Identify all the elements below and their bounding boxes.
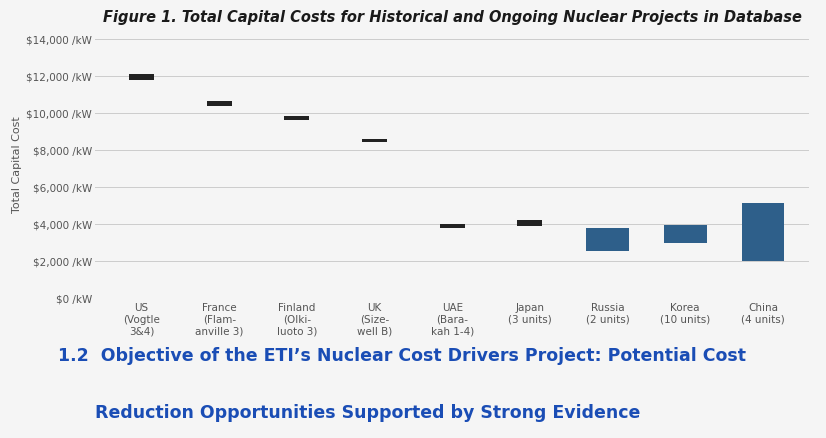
Title: Figure 1. Total Capital Costs for Historical and Ongoing Nuclear Projects in Dat: Figure 1. Total Capital Costs for Histor… xyxy=(102,11,802,25)
Y-axis label: Total Capital Cost: Total Capital Cost xyxy=(12,116,22,212)
Text: Reduction Opportunities Supported by Strong Evidence: Reduction Opportunities Supported by Str… xyxy=(95,403,640,421)
Bar xyxy=(439,225,465,229)
Text: 1.2  Objective of the ETI’s Nuclear Cost Drivers Project: Potential Cost: 1.2 Objective of the ETI’s Nuclear Cost … xyxy=(58,346,746,364)
Bar xyxy=(206,102,231,107)
Bar xyxy=(284,117,310,121)
Bar xyxy=(129,75,154,81)
Bar xyxy=(517,220,543,227)
Bar xyxy=(664,225,706,244)
Bar xyxy=(742,204,784,261)
Bar xyxy=(362,139,387,143)
Bar xyxy=(586,229,629,252)
